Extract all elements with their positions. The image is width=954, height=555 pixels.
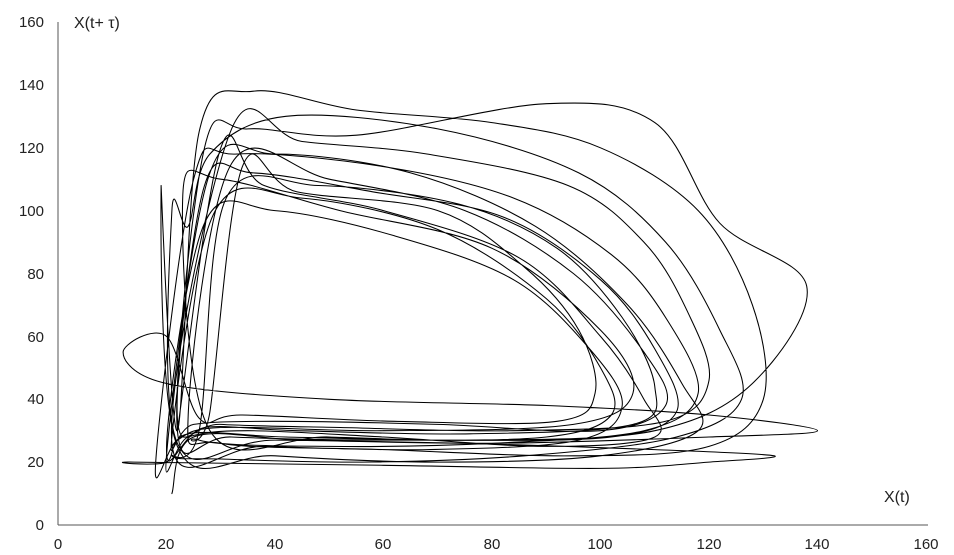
y-tick-label: 100	[19, 203, 44, 220]
y-tick-label: 80	[27, 266, 44, 283]
y-tick-label: 160	[19, 14, 44, 31]
y-tick-label: 20	[27, 454, 44, 471]
y-tick-label: 0	[36, 517, 44, 534]
x-tick-label: 20	[158, 536, 175, 553]
y-tick-label: 60	[27, 329, 44, 346]
x-tick-label: 0	[54, 536, 62, 553]
x-tick-label: 120	[696, 536, 721, 553]
y-tick-label: 140	[19, 77, 44, 94]
y-axis: 0 20 40 60 80 100 120 140 160 X(t+ τ)	[19, 14, 120, 534]
series-line	[122, 90, 819, 495]
y-tick-label: 40	[27, 391, 44, 408]
x-tick-label: 100	[587, 536, 612, 553]
x-tick-label: 140	[804, 536, 829, 553]
x-tick-label: 160	[913, 536, 938, 553]
y-axis-title: X(t+ τ)	[74, 15, 120, 32]
x-axis: 0 20 40 60 80 100 120 140 160 X(t)	[54, 489, 939, 553]
x-tick-label: 40	[267, 536, 284, 553]
x-tick-label: 60	[375, 536, 392, 553]
y-tick-label: 120	[19, 140, 44, 157]
plot-area	[122, 90, 819, 495]
x-axis-title: X(t)	[884, 489, 910, 506]
x-tick-label: 80	[484, 536, 501, 553]
